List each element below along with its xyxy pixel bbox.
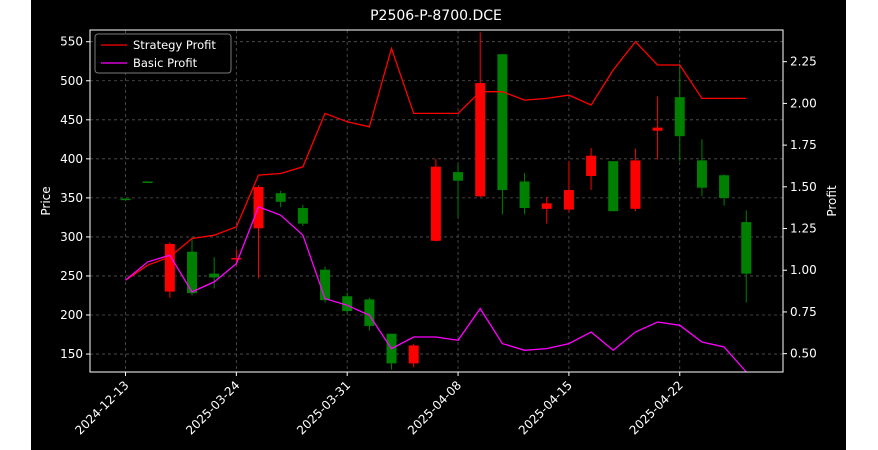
left-tick-label-3: 300 — [60, 230, 83, 244]
candle-body-14 — [430, 166, 441, 241]
series-line-0 — [125, 40, 747, 281]
plot-frame — [89, 29, 784, 373]
profit-lines — [125, 40, 747, 373]
candle-11 — [364, 297, 375, 331]
candle-19 — [541, 197, 552, 224]
candle-body-26 — [696, 160, 707, 188]
left-tick-label-5: 400 — [60, 152, 83, 166]
legend: Strategy Profit Basic Profit — [94, 33, 232, 74]
candle-body-4 — [209, 273, 220, 278]
left-tick-label-6: 450 — [60, 113, 83, 127]
candle-26 — [696, 139, 707, 197]
left-tick-label-8: 550 — [60, 35, 83, 49]
candle-body-5 — [231, 258, 242, 260]
right-tick-label-3: 1.25 — [790, 222, 817, 236]
x-tick-label-3: 2025-04-08 — [405, 378, 464, 437]
candle-2 — [164, 242, 175, 298]
candle-3 — [187, 236, 198, 296]
candle-body-16 — [475, 83, 486, 197]
candle-body-10 — [342, 296, 353, 312]
left-tick-label-2: 250 — [60, 269, 83, 283]
candle-body-19 — [541, 203, 552, 209]
candle-body-17 — [497, 54, 508, 191]
x-tick-label-2: 2025-03-31 — [294, 378, 353, 437]
candle-body-13 — [408, 345, 419, 364]
left-tick-label-7: 500 — [60, 74, 83, 88]
y-axis-right-label: Profit — [825, 185, 839, 217]
candle-10 — [342, 292, 353, 314]
candle-28 — [741, 210, 752, 303]
right-tick-label-0: 0.50 — [790, 347, 817, 361]
candle-24 — [652, 96, 663, 160]
candle-body-28 — [741, 222, 752, 274]
candle-25 — [674, 63, 685, 162]
candle-0 — [120, 198, 131, 201]
x-tick-label-1: 2025-03-24 — [183, 378, 242, 437]
x-tick-label-4: 2025-04-15 — [516, 378, 575, 437]
candle-body-8 — [297, 208, 308, 224]
candle-body-23 — [630, 160, 641, 209]
legend-label-basic: Basic Profit — [133, 56, 198, 70]
legend-box — [94, 33, 232, 74]
candle-body-18 — [519, 181, 530, 209]
x-tick-label-5: 2025-04-22 — [627, 378, 686, 437]
candle-body-7 — [275, 193, 286, 202]
chart-title: P2506-P-8700.DCE — [370, 8, 502, 24]
right-tick-label-2: 1.00 — [790, 263, 817, 277]
left-tick-label-0: 150 — [60, 347, 83, 361]
candle-4 — [209, 257, 220, 289]
candle-1 — [142, 181, 153, 183]
candle-13 — [408, 343, 419, 368]
candle-7 — [275, 190, 286, 208]
candle-body-24 — [652, 127, 663, 131]
candle-23 — [630, 148, 641, 212]
legend-label-strategy: Strategy Profit — [133, 38, 216, 52]
candle-body-22 — [608, 161, 619, 212]
candle-16 — [475, 32, 486, 198]
candle-body-9 — [320, 269, 331, 301]
candle-body-25 — [674, 97, 685, 137]
candles — [120, 32, 752, 370]
candle-27 — [719, 174, 730, 206]
candle-14 — [430, 158, 441, 242]
right-tick-label-1: 0.75 — [790, 305, 817, 319]
candle-body-1 — [142, 181, 153, 183]
right-tick-label-5: 1.75 — [790, 138, 817, 152]
left-tick-label-1: 200 — [60, 308, 83, 322]
y-axis-left-label: Price — [39, 186, 53, 215]
right-tick-label-4: 1.50 — [790, 180, 817, 194]
candle-21 — [586, 147, 597, 191]
series-line-1 — [125, 205, 747, 373]
right-tick-label-7: 2.25 — [790, 55, 817, 69]
candle-18 — [519, 172, 530, 215]
candle-15 — [453, 165, 464, 218]
candle-body-15 — [453, 172, 464, 181]
candle-body-3 — [187, 251, 198, 294]
candle-22 — [608, 161, 619, 212]
x-tick-label-0: 2024-12-13 — [72, 378, 131, 437]
candle-9 — [320, 266, 331, 303]
candle-body-0 — [120, 198, 131, 201]
candle-17 — [497, 54, 508, 215]
x-axis-ticks: 2024-12-13 2025-03-24 2025-03-31 2025-04-08… — [72, 372, 686, 437]
candle-body-2 — [164, 243, 175, 292]
left-axis-ticks: 150 200 250 300 350 400 450 500 550 — [60, 35, 90, 361]
candle-body-27 — [719, 175, 730, 198]
candle-body-11 — [364, 299, 375, 326]
candle-20 — [563, 161, 574, 212]
candle-body-21 — [586, 155, 597, 177]
right-axis-ticks: 0.50 0.75 1.00 1.25 1.50 1.75 2.00 2.25 — [783, 55, 817, 361]
grid-lines — [90, 30, 783, 372]
left-tick-label-4: 350 — [60, 191, 83, 205]
right-tick-label-6: 2.00 — [790, 96, 817, 110]
candle-8 — [297, 204, 308, 226]
candle-body-20 — [563, 190, 574, 210]
